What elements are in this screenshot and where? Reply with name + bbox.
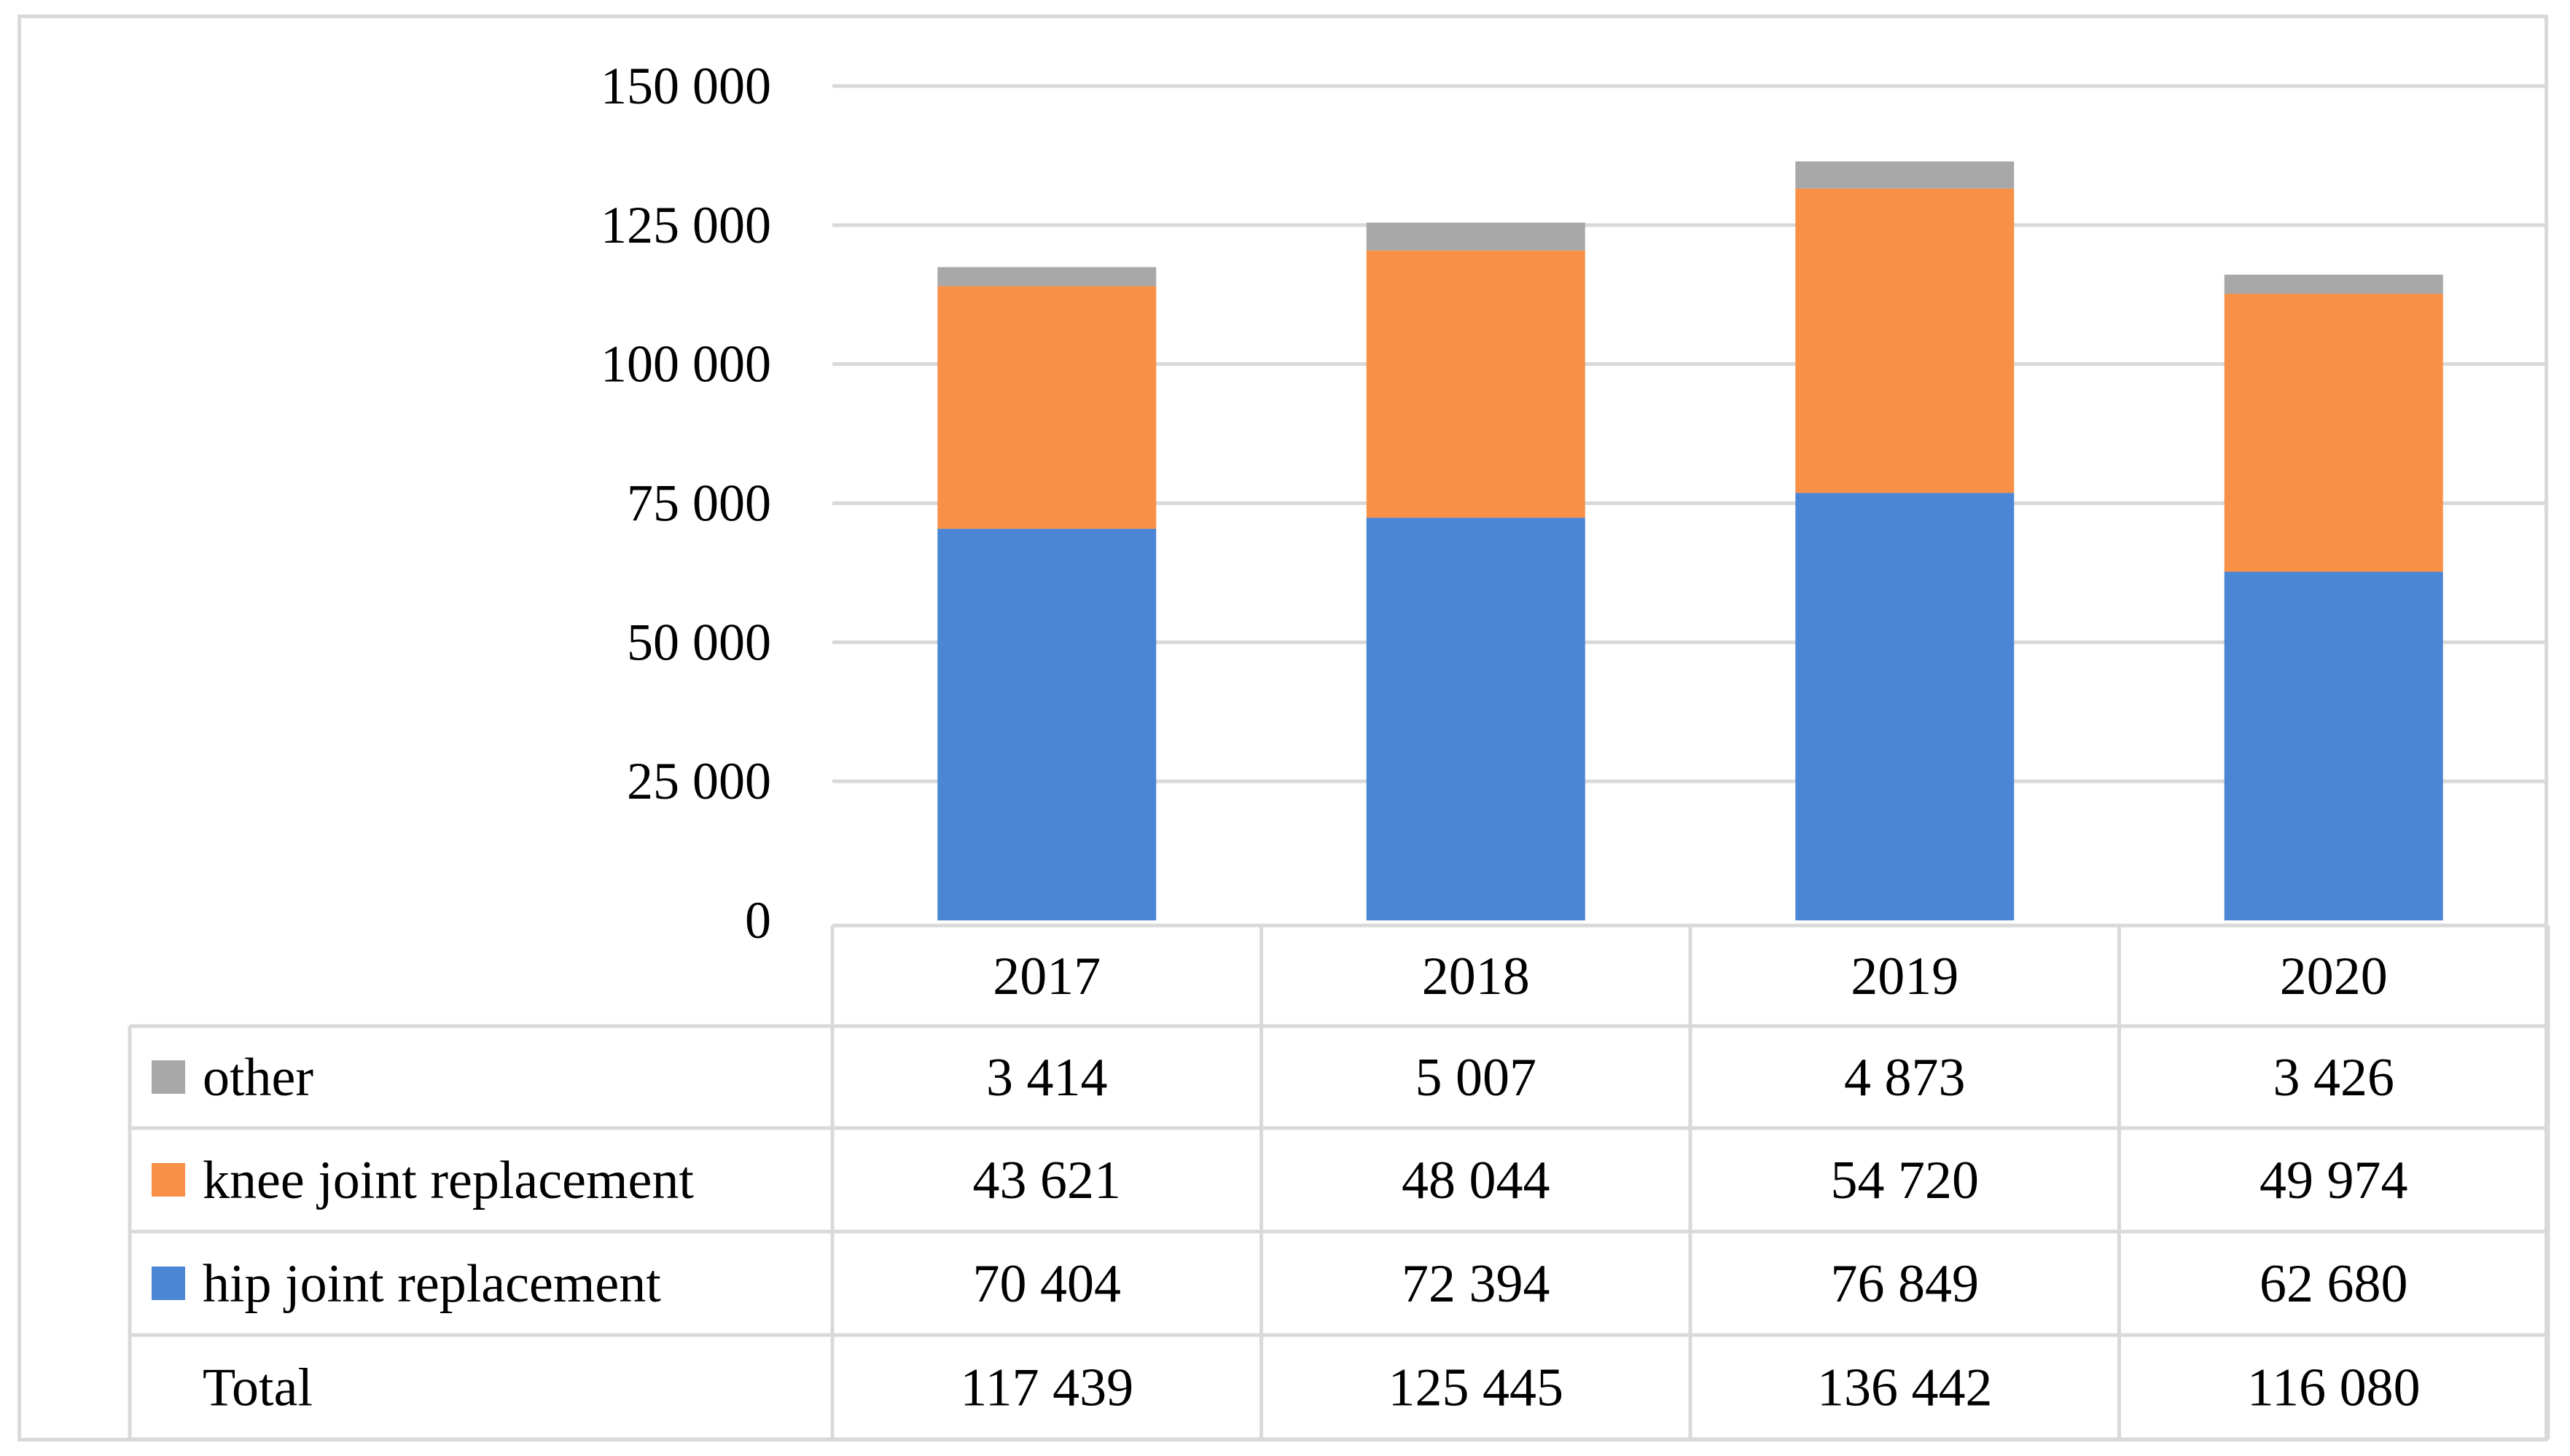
bar-other-2020 (2224, 274, 2443, 294)
data-label: 4 873 (1844, 1048, 1966, 1108)
data-label: 48 044 (1402, 1151, 1550, 1210)
y-tick-label: 150 000 (601, 57, 771, 115)
data-label: 76 849 (1831, 1254, 1980, 1314)
bar-hip-joint-replacement-2018 (1366, 517, 1585, 920)
bar-knee-joint-replacement-2020 (2224, 294, 2443, 572)
legend-key (152, 1163, 185, 1197)
y-axis: 0 25 000 50 000 75 000 100 000 125 000 150 000 (601, 57, 771, 950)
data-label: 54 720 (1831, 1151, 1980, 1210)
y-tick-label: 125 000 (601, 196, 771, 254)
data-label: 136 442 (1817, 1358, 1993, 1418)
row-label: other (203, 1048, 313, 1108)
data-label: 117 439 (960, 1358, 1133, 1418)
bar-knee-joint-replacement-2019 (1795, 188, 2015, 493)
bar-hip-joint-replacement-2019 (1795, 493, 2015, 920)
bar-knee-joint-replacement-2018 (1366, 250, 1585, 518)
data-label: 116 080 (2247, 1358, 2421, 1418)
data-table: 2017 2018 2019 2020 other 3 414 5 007 4 873 3 42… (128, 923, 2550, 1441)
data-label: 3 426 (2273, 1048, 2395, 1108)
legend-key (152, 1267, 185, 1300)
y-tick-label: 75 000 (627, 474, 771, 533)
bar-other-2019 (1795, 161, 2015, 189)
bar-other-2018 (1366, 222, 1585, 251)
bar-hip-joint-replacement-2017 (937, 528, 1157, 920)
bars (937, 161, 2443, 920)
data-label: 43 621 (973, 1151, 1122, 1210)
bar-knee-joint-replacement-2017 (937, 286, 1157, 529)
y-tick-label: 100 000 (601, 335, 771, 394)
data-label: 72 394 (1402, 1254, 1550, 1314)
y-tick-label: 25 000 (627, 752, 771, 810)
category-label: 2017 (993, 947, 1101, 1006)
row-label: knee joint replacement (203, 1151, 694, 1210)
y-tick-label: 50 000 (627, 613, 771, 671)
row-label: hip joint replacement (203, 1254, 661, 1314)
bar-hip-joint-replacement-2020 (2224, 571, 2443, 920)
data-label: 3 414 (986, 1048, 1108, 1108)
category-label: 2019 (1851, 947, 1958, 1006)
data-label: 49 974 (2260, 1151, 2408, 1210)
data-label: 70 404 (973, 1254, 1122, 1314)
legend-key (152, 1060, 185, 1094)
y-tick-label: 0 (745, 891, 771, 950)
data-label: 62 680 (2260, 1254, 2408, 1314)
bar-other-2017 (937, 267, 1157, 286)
data-label: 125 445 (1388, 1358, 1564, 1418)
chart-frame (17, 15, 2548, 1441)
row-label: Total (203, 1358, 313, 1418)
category-label: 2020 (2280, 947, 2388, 1006)
category-label: 2018 (1422, 947, 1530, 1006)
data-label: 5 007 (1415, 1048, 1537, 1108)
